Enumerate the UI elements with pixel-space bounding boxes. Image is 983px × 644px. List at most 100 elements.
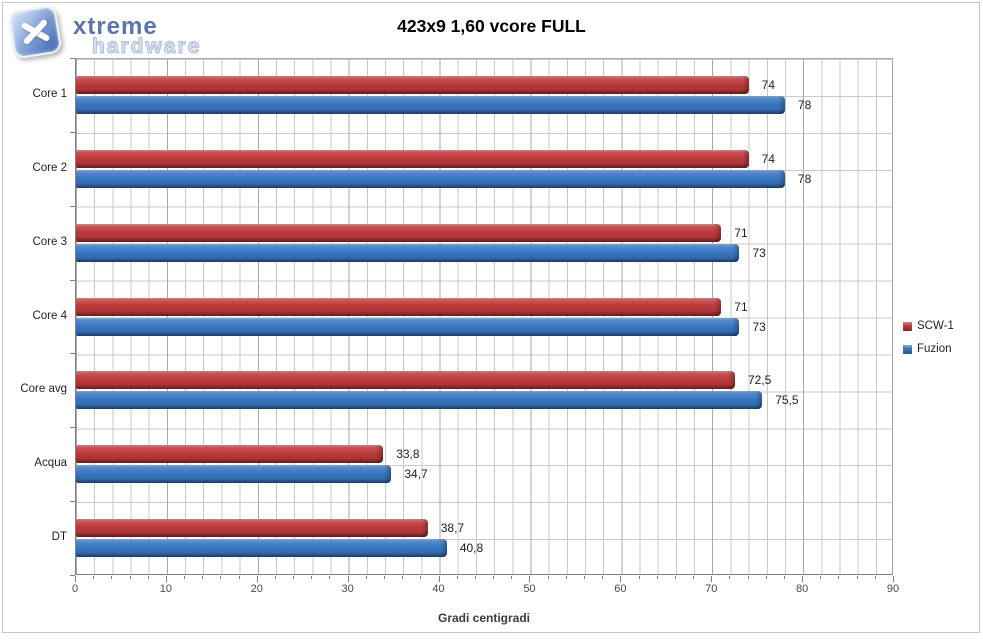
category-axis-tick bbox=[70, 58, 75, 59]
x-tick-label: 90 bbox=[886, 583, 900, 595]
category-axis-tick bbox=[70, 279, 75, 281]
bar-Fuzion-Core 4 bbox=[76, 317, 740, 336]
x-tick-label: 20 bbox=[250, 583, 263, 595]
x-axis-minor-tick bbox=[583, 576, 585, 579]
bar-value-label: 74 bbox=[761, 78, 775, 92]
x-tick-label: 50 bbox=[523, 583, 536, 595]
x-axis-minor-tick bbox=[402, 576, 404, 579]
bar-value-label: 74 bbox=[761, 151, 775, 166]
x-axis-minor-tick bbox=[147, 576, 149, 579]
x-axis-minor-tick bbox=[693, 576, 695, 579]
x-axis-major-tick bbox=[711, 576, 713, 582]
category-label: Acqua bbox=[34, 457, 67, 470]
brand-name-bottom: hardware bbox=[91, 35, 202, 59]
x-axis-minor-tick bbox=[729, 576, 731, 579]
x-axis-minor-tick bbox=[184, 576, 186, 579]
legend-label: Fuzion bbox=[917, 343, 952, 355]
x-axis-minor-tick bbox=[874, 576, 876, 579]
bar-SCW-1-Core avg bbox=[76, 371, 735, 390]
x-axis-minor-tick bbox=[220, 576, 222, 579]
x-axis-minor-tick bbox=[856, 576, 858, 579]
legend: SCW-1 Fuzion bbox=[903, 320, 954, 366]
x-axis-minor-tick bbox=[602, 576, 604, 579]
x-axis-minor-tick bbox=[93, 576, 95, 579]
x-axis-major-tick bbox=[438, 576, 440, 582]
category-label: DT bbox=[51, 531, 67, 544]
category-label: Core 1 bbox=[32, 88, 67, 100]
bar-value-label: 34,7 bbox=[404, 467, 428, 482]
x-axis-minor-tick bbox=[420, 576, 422, 579]
bar-value-label: 78 bbox=[797, 171, 812, 186]
x-axis-major-tick bbox=[620, 576, 622, 582]
bar-Fuzion-Acqua bbox=[76, 465, 392, 484]
x-axis-major-tick bbox=[893, 576, 894, 582]
category-axis-tick bbox=[70, 575, 75, 576]
category-axis-tick bbox=[70, 353, 75, 355]
bar-value-label: 72,5 bbox=[747, 373, 772, 388]
x-axis-minor-tick bbox=[293, 576, 295, 579]
x-axis-minor-tick bbox=[474, 576, 476, 579]
x-axis-major-tick bbox=[165, 576, 167, 582]
x-axis-minor-tick bbox=[493, 576, 495, 579]
x-axis-major-tick bbox=[256, 576, 258, 582]
legend-swatch bbox=[903, 344, 912, 354]
plot-area: 74 74 71 71 72,5 33,8 38,7 78 78 73 73 75,5 34,7 40,8 bbox=[75, 58, 893, 575]
bar-Fuzion-Core 2 bbox=[76, 169, 785, 188]
bar-Fuzion-Core 1 bbox=[76, 96, 785, 114]
x-axis-minor-tick bbox=[329, 576, 331, 579]
bar-value-label: 38,7 bbox=[440, 521, 465, 536]
x-axis-minor-tick bbox=[565, 576, 567, 579]
brand-name-top: xtreme bbox=[73, 13, 158, 40]
category-axis-tick bbox=[70, 205, 75, 207]
bar-value-label: 71 bbox=[734, 299, 748, 314]
bar-SCW-1-Core 2 bbox=[76, 149, 749, 168]
x-axis-minor-tick bbox=[511, 576, 513, 579]
x-axis-major-tick bbox=[529, 576, 531, 582]
x-axis-minor-tick bbox=[765, 576, 767, 579]
x-axis-minor-tick bbox=[129, 576, 131, 579]
x-axis-minor-tick bbox=[202, 576, 204, 579]
x-axis-minor-tick bbox=[656, 576, 658, 579]
x-axis-minor-tick bbox=[638, 576, 640, 579]
chart-title: 423x9 1,60 vcore FULL bbox=[397, 16, 586, 36]
bar-SCW-1-Acqua bbox=[76, 445, 384, 464]
x-axis-minor-tick bbox=[384, 576, 386, 579]
x-axis-minor-tick bbox=[674, 576, 676, 579]
category-axis-tick bbox=[70, 501, 75, 503]
x-axis-minor-tick bbox=[111, 576, 113, 579]
x-tick-label: 60 bbox=[614, 583, 627, 595]
x-axis-minor-tick bbox=[311, 576, 313, 579]
legend-swatch bbox=[903, 321, 912, 331]
bar-value-label: 75,5 bbox=[775, 393, 799, 408]
bar-value-label: 40,8 bbox=[459, 541, 484, 556]
xtreme-hardware-logo: xtreme hardware bbox=[7, 4, 238, 60]
x-axis-minor-tick bbox=[547, 576, 549, 579]
x-tick-label: 0 bbox=[71, 583, 79, 595]
x-axis-title: Gradi centigradi bbox=[437, 611, 531, 625]
legend-entry-Fuzion: Fuzion bbox=[903, 343, 954, 355]
category-axis-tick bbox=[70, 427, 75, 429]
x-axis-minor-tick bbox=[820, 576, 822, 579]
category-label: Core 4 bbox=[32, 309, 67, 322]
legend-entry-SCW-1: SCW-1 bbox=[903, 320, 954, 332]
bar-Fuzion-Core avg bbox=[76, 391, 763, 410]
x-axis-minor-tick bbox=[365, 576, 367, 579]
x-axis-minor-tick bbox=[238, 576, 240, 579]
category-label: Core avg bbox=[20, 383, 67, 396]
category-axis-tick bbox=[70, 131, 75, 133]
category-label: Core 2 bbox=[32, 161, 67, 174]
legend-label: SCW-1 bbox=[917, 320, 954, 332]
bar-value-label: 33,8 bbox=[396, 447, 420, 462]
x-axis-major-tick bbox=[75, 576, 76, 582]
x-axis-minor-tick bbox=[838, 576, 840, 579]
bar-value-label: 73 bbox=[752, 319, 766, 334]
x-tick-label: 10 bbox=[159, 583, 172, 595]
bar-Fuzion-DT bbox=[76, 539, 447, 558]
bar-Fuzion-Core 3 bbox=[76, 243, 740, 262]
x-axis-minor-tick bbox=[747, 576, 749, 579]
x-axis-minor-tick bbox=[456, 576, 458, 579]
bar-value-label: 78 bbox=[797, 98, 812, 112]
x-tick-label: 40 bbox=[432, 583, 445, 595]
bar-SCW-1-Core 1 bbox=[76, 76, 749, 94]
